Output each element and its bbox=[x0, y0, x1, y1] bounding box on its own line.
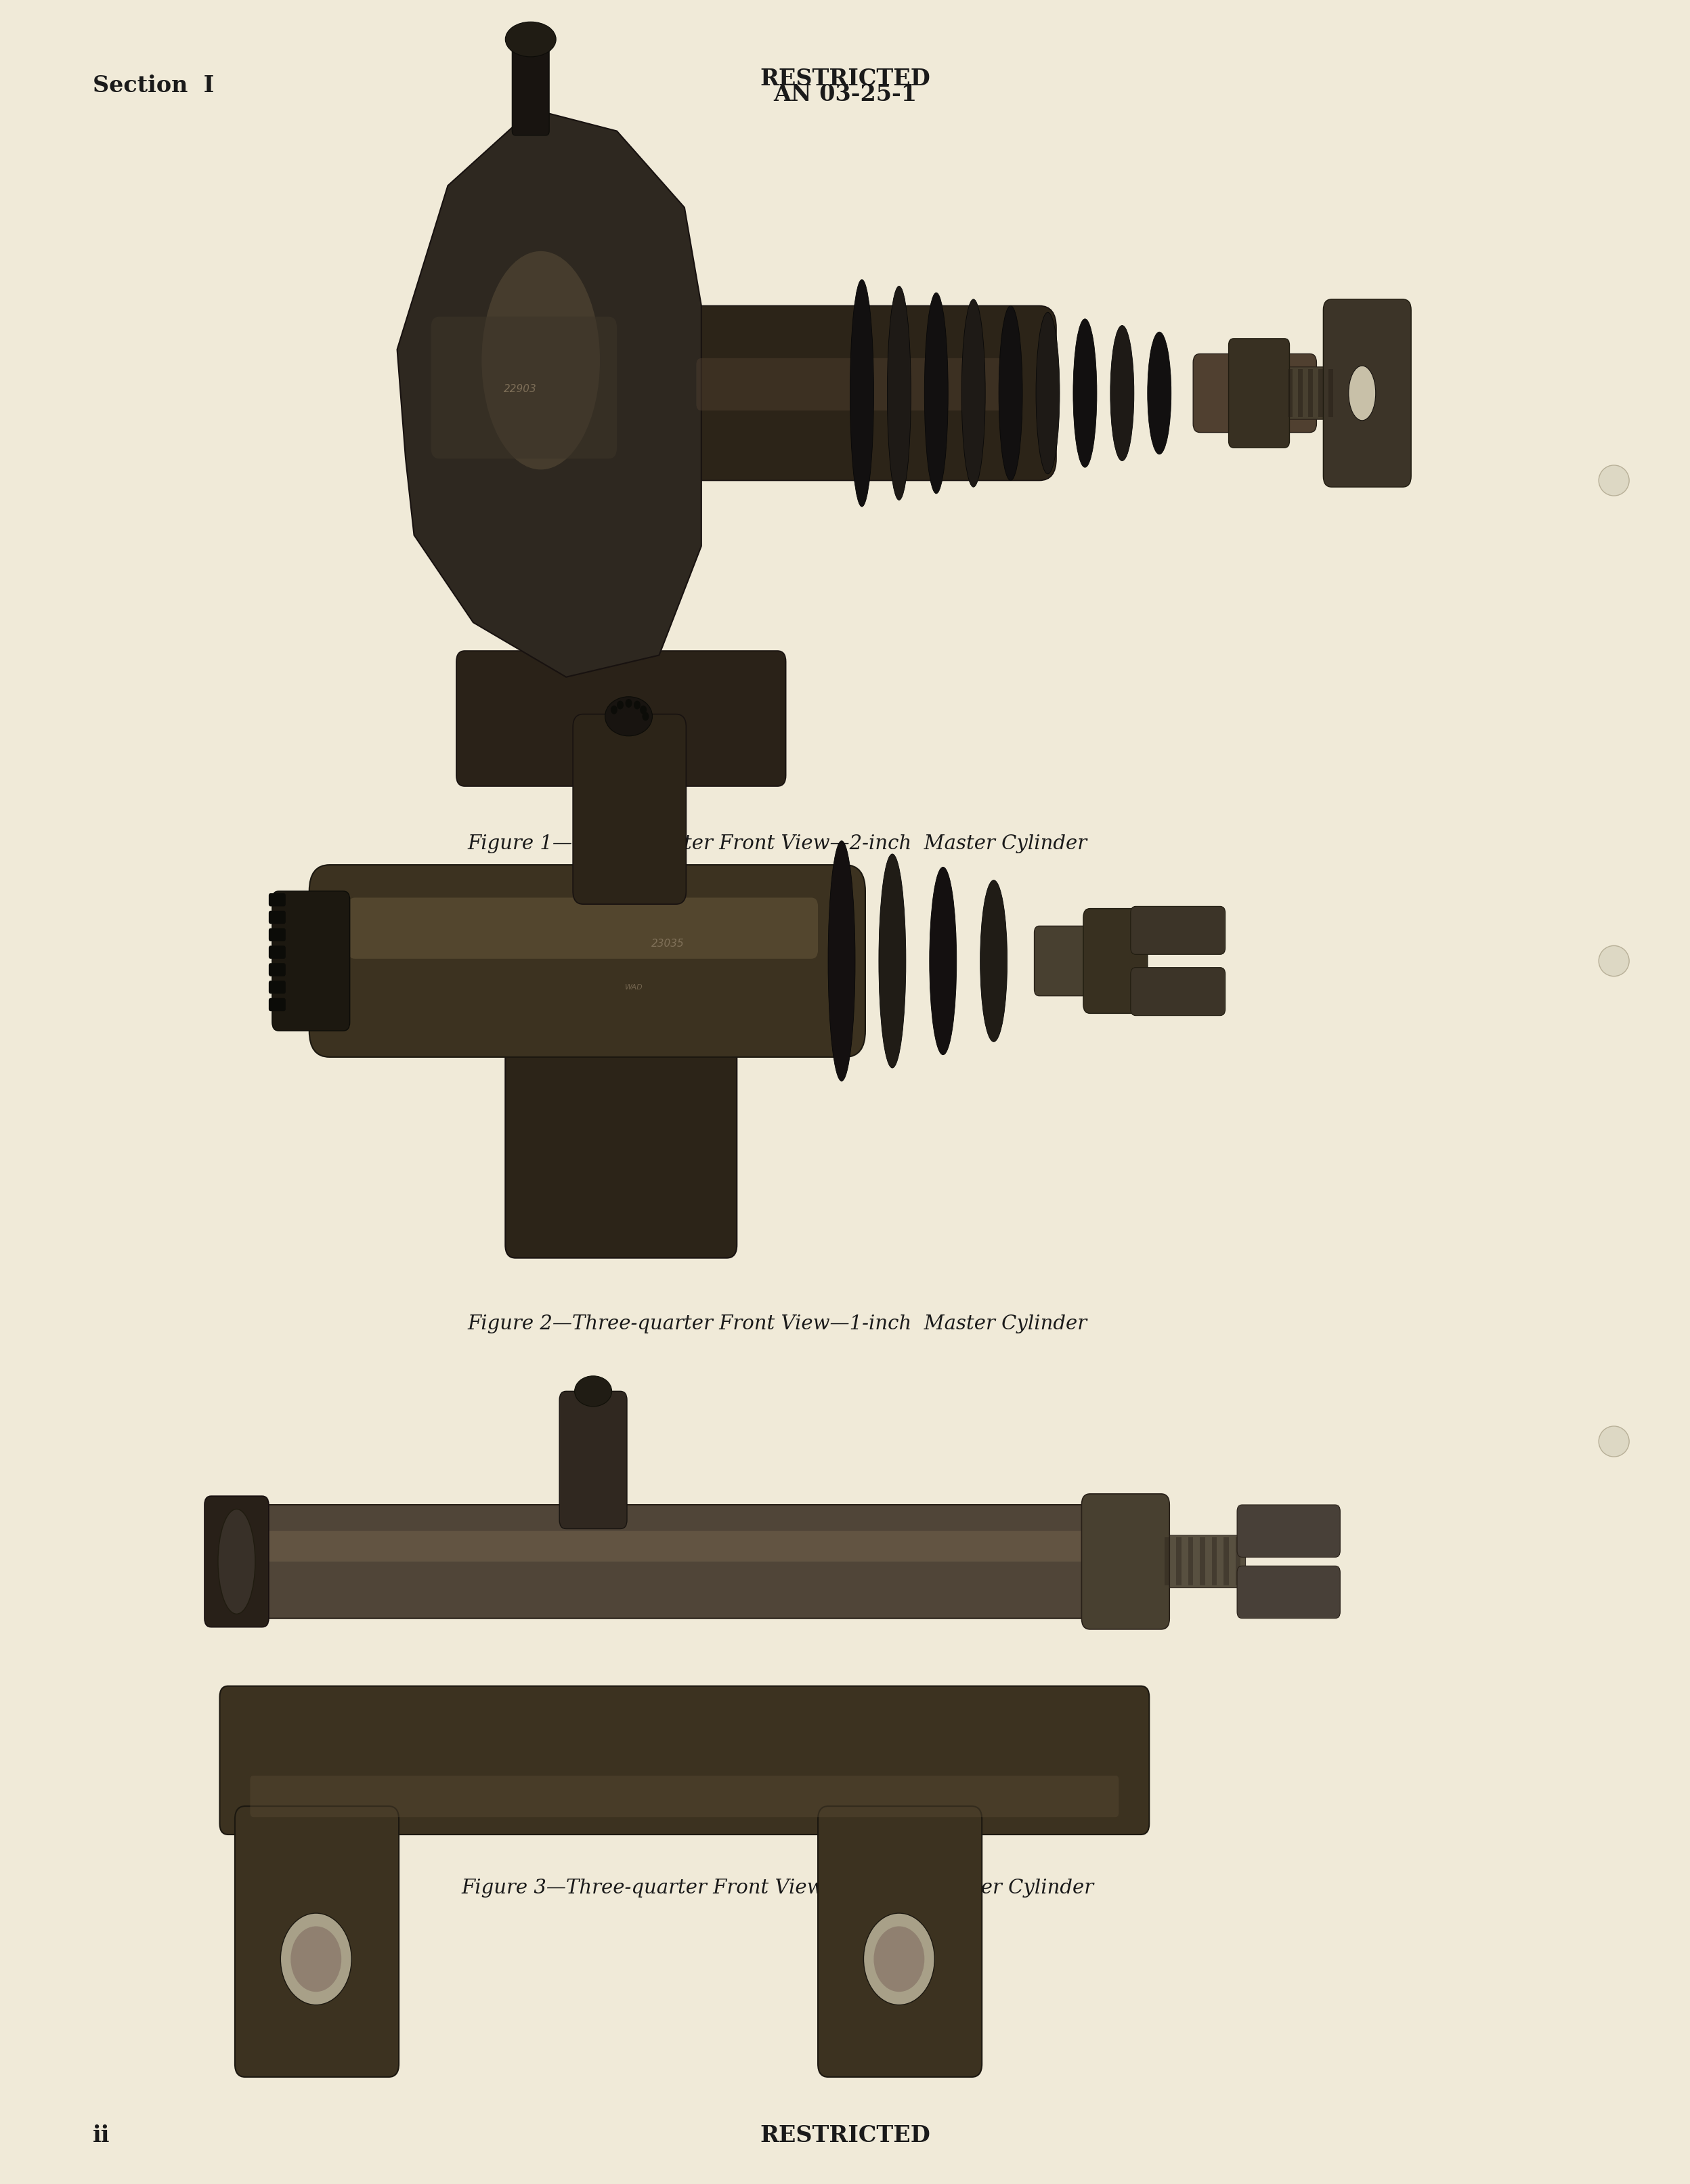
FancyBboxPatch shape bbox=[1193, 354, 1317, 432]
Text: Figure 2—Three-quarter Front View—1-inch  Master Cylinder: Figure 2—Three-quarter Front View—1-inch… bbox=[468, 1315, 1087, 1334]
Text: Figure 3—Three-quarter Front View— ¾-inch  Master Cylinder: Figure 3—Three-quarter Front View— ¾-inc… bbox=[461, 1878, 1093, 1898]
FancyBboxPatch shape bbox=[348, 898, 818, 959]
Ellipse shape bbox=[962, 299, 985, 487]
FancyBboxPatch shape bbox=[250, 1776, 1119, 1817]
FancyBboxPatch shape bbox=[1176, 1538, 1181, 1586]
FancyBboxPatch shape bbox=[235, 1806, 399, 2077]
FancyBboxPatch shape bbox=[269, 911, 286, 924]
FancyBboxPatch shape bbox=[505, 871, 737, 1258]
Ellipse shape bbox=[1148, 332, 1171, 454]
FancyBboxPatch shape bbox=[309, 865, 865, 1057]
Ellipse shape bbox=[980, 880, 1007, 1042]
Ellipse shape bbox=[1599, 946, 1629, 976]
FancyBboxPatch shape bbox=[1164, 1538, 1169, 1586]
FancyBboxPatch shape bbox=[431, 317, 617, 459]
Ellipse shape bbox=[930, 867, 957, 1055]
Ellipse shape bbox=[617, 701, 624, 710]
Ellipse shape bbox=[575, 1376, 612, 1406]
Text: RESTRICTED: RESTRICTED bbox=[761, 68, 930, 90]
FancyBboxPatch shape bbox=[1200, 1538, 1205, 1586]
FancyBboxPatch shape bbox=[1131, 906, 1225, 954]
Text: WAD: WAD bbox=[625, 983, 642, 992]
FancyBboxPatch shape bbox=[512, 44, 549, 135]
Ellipse shape bbox=[634, 701, 641, 710]
Ellipse shape bbox=[610, 705, 617, 714]
FancyBboxPatch shape bbox=[573, 714, 686, 904]
Ellipse shape bbox=[482, 251, 600, 470]
FancyBboxPatch shape bbox=[1237, 1566, 1340, 1618]
FancyBboxPatch shape bbox=[269, 998, 286, 1011]
FancyBboxPatch shape bbox=[1224, 1538, 1229, 1586]
FancyBboxPatch shape bbox=[1328, 369, 1333, 417]
Ellipse shape bbox=[850, 280, 874, 507]
Ellipse shape bbox=[1599, 465, 1629, 496]
FancyBboxPatch shape bbox=[1318, 369, 1323, 417]
Ellipse shape bbox=[605, 697, 652, 736]
Ellipse shape bbox=[924, 293, 948, 494]
FancyBboxPatch shape bbox=[1131, 968, 1225, 1016]
Ellipse shape bbox=[505, 22, 556, 57]
Text: RESTRICTED: RESTRICTED bbox=[761, 2125, 930, 2147]
Ellipse shape bbox=[999, 306, 1022, 480]
FancyBboxPatch shape bbox=[1082, 1494, 1169, 1629]
FancyBboxPatch shape bbox=[1229, 339, 1289, 448]
Ellipse shape bbox=[874, 1926, 924, 1992]
FancyBboxPatch shape bbox=[220, 1686, 1149, 1835]
Ellipse shape bbox=[887, 286, 911, 500]
FancyBboxPatch shape bbox=[1034, 926, 1137, 996]
Ellipse shape bbox=[641, 705, 647, 714]
FancyBboxPatch shape bbox=[1158, 1535, 1246, 1588]
FancyBboxPatch shape bbox=[456, 651, 786, 786]
FancyBboxPatch shape bbox=[1323, 299, 1411, 487]
FancyBboxPatch shape bbox=[269, 963, 286, 976]
Ellipse shape bbox=[879, 854, 906, 1068]
Ellipse shape bbox=[642, 712, 649, 721]
Ellipse shape bbox=[1073, 319, 1097, 467]
FancyBboxPatch shape bbox=[269, 893, 286, 906]
FancyBboxPatch shape bbox=[267, 1531, 1102, 1562]
Text: 22903: 22903 bbox=[504, 384, 537, 393]
FancyBboxPatch shape bbox=[269, 981, 286, 994]
FancyBboxPatch shape bbox=[1235, 1538, 1240, 1586]
Text: AN 03-25-1: AN 03-25-1 bbox=[774, 83, 916, 105]
FancyBboxPatch shape bbox=[1083, 909, 1148, 1013]
FancyBboxPatch shape bbox=[559, 1391, 627, 1529]
Ellipse shape bbox=[281, 1913, 352, 2005]
Text: Figure 1—Three-quarter Front View—2-inch  Master Cylinder: Figure 1—Three-quarter Front View—2-inch… bbox=[468, 834, 1087, 854]
Ellipse shape bbox=[1349, 365, 1376, 419]
Ellipse shape bbox=[1599, 1426, 1629, 1457]
FancyBboxPatch shape bbox=[1298, 369, 1303, 417]
Ellipse shape bbox=[1110, 325, 1134, 461]
FancyBboxPatch shape bbox=[204, 1496, 269, 1627]
FancyBboxPatch shape bbox=[1212, 1538, 1217, 1586]
Text: 23035: 23035 bbox=[651, 939, 684, 948]
Text: Section  I: Section I bbox=[93, 74, 215, 96]
FancyBboxPatch shape bbox=[269, 946, 286, 959]
FancyBboxPatch shape bbox=[269, 928, 286, 941]
Ellipse shape bbox=[625, 699, 632, 708]
Text: ii: ii bbox=[93, 2125, 110, 2147]
FancyBboxPatch shape bbox=[1308, 369, 1313, 417]
FancyBboxPatch shape bbox=[233, 1505, 1136, 1618]
Ellipse shape bbox=[828, 841, 855, 1081]
FancyBboxPatch shape bbox=[1188, 1538, 1193, 1586]
Ellipse shape bbox=[291, 1926, 341, 1992]
Ellipse shape bbox=[313, 898, 346, 1024]
FancyBboxPatch shape bbox=[1288, 369, 1293, 417]
FancyBboxPatch shape bbox=[696, 358, 1011, 411]
FancyBboxPatch shape bbox=[1237, 1505, 1340, 1557]
Polygon shape bbox=[397, 109, 701, 677]
FancyBboxPatch shape bbox=[272, 891, 350, 1031]
FancyBboxPatch shape bbox=[668, 306, 1056, 480]
Ellipse shape bbox=[1036, 312, 1060, 474]
Ellipse shape bbox=[218, 1509, 255, 1614]
Ellipse shape bbox=[864, 1913, 935, 2005]
FancyBboxPatch shape bbox=[1281, 367, 1338, 419]
FancyBboxPatch shape bbox=[818, 1806, 982, 2077]
